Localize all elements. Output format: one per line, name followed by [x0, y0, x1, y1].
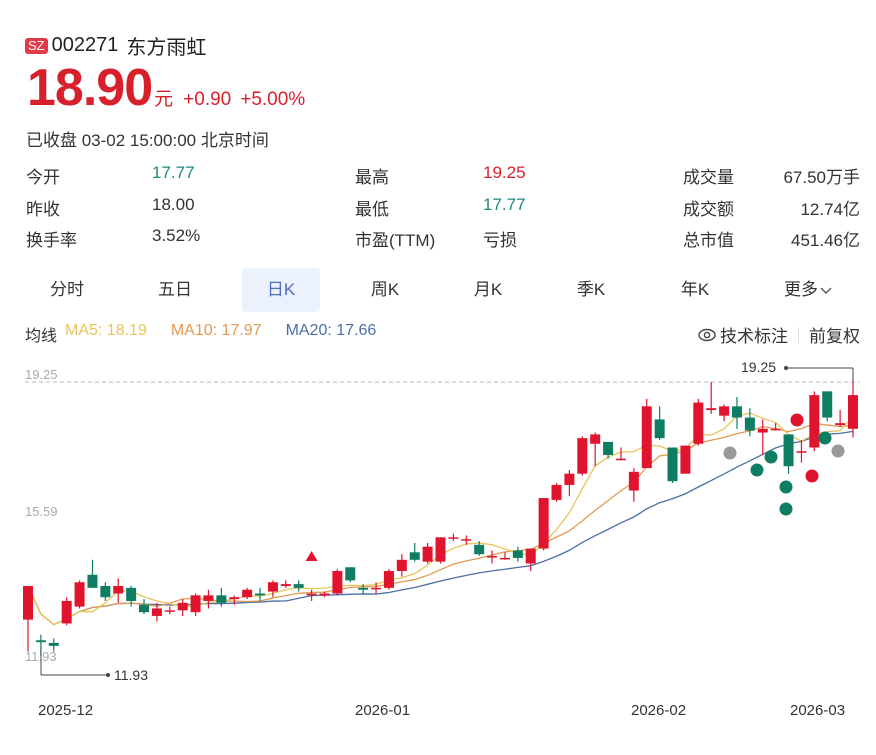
tab-1[interactable]: 五日: [136, 268, 214, 312]
stat-label: 昨收: [26, 200, 60, 219]
current-price: 18.90: [27, 59, 153, 117]
period-tabs: 分时 五日 日K 周K 月K 季K 年K 更多: [0, 268, 876, 312]
stat-label: 总市值: [683, 231, 734, 250]
stat-label: 成交量: [683, 168, 734, 187]
tab-label: 月K: [473, 280, 503, 299]
stock-name: 东方雨虹: [126, 37, 207, 59]
tab-label: 五日: [158, 280, 192, 299]
ma5-value: MA5: 18.19: [65, 322, 147, 339]
svg-text:19.25: 19.25: [741, 359, 776, 375]
tab-5[interactable]: 季K: [552, 268, 630, 312]
technical-annotation-toggle[interactable]: 技术标注: [720, 327, 788, 346]
stat-value: 67.50万手: [783, 168, 860, 187]
stat-label: 最高: [355, 168, 389, 187]
eye-icon[interactable]: [698, 328, 716, 342]
tab-2[interactable]: 日K: [242, 268, 320, 312]
svg-text:11.93: 11.93: [114, 667, 148, 683]
ma20-value: MA20: 17.66: [285, 322, 377, 339]
stat-label: 今开: [26, 168, 60, 187]
price-row: 18.90 元 +0.90 +5.00%: [27, 62, 305, 114]
tab-4[interactable]: 月K: [449, 268, 527, 312]
stat-value: 451.46亿: [791, 231, 860, 250]
stock-title: SZ 002271 东方雨虹: [25, 31, 206, 60]
tab-label: 日K: [266, 280, 296, 299]
market-status: 已收盘 03-02 15:00:00 北京时间: [26, 131, 269, 150]
price-change: +0.90: [183, 89, 232, 110]
tab-6[interactable]: 年K: [656, 268, 734, 312]
stat-label: 换手率: [26, 231, 77, 250]
chart-tools: 技术标注 前复权: [698, 322, 860, 347]
tab-label: 更多: [784, 280, 818, 299]
stat-value: 12.74亿: [800, 200, 860, 219]
stat-label: 最低: [355, 200, 389, 219]
tab-label: 周K: [370, 280, 400, 299]
svg-text:19.25: 19.25: [25, 367, 58, 382]
exchange-badge: SZ: [25, 37, 48, 54]
stat-value: 18.00: [152, 195, 195, 214]
tab-7[interactable]: 更多: [769, 268, 847, 312]
stat-value: 亏损: [483, 231, 517, 250]
tab-3[interactable]: 周K: [346, 268, 424, 312]
tab-0[interactable]: 分时: [28, 268, 106, 312]
ma-label: 均线: [25, 328, 58, 345]
x-tick-2026-01: 2026-01: [355, 702, 411, 719]
stat-label: 市盈(TTM): [355, 231, 436, 250]
price-unit: 元: [154, 88, 174, 110]
stat-label: 成交额: [683, 200, 734, 219]
stat-value: 17.77: [152, 163, 195, 182]
stock-code: 002271: [51, 34, 119, 56]
ma10-value: MA10: 17.97: [170, 322, 262, 339]
chevron-down-icon: [818, 280, 832, 299]
x-tick-2026-02: 2026-02: [631, 702, 687, 719]
price-change-pct: +5.00%: [240, 89, 306, 110]
divider: [798, 326, 799, 343]
x-tick-2026-03: 2026-03: [790, 702, 846, 719]
adjust-mode-button[interactable]: 前复权: [809, 327, 860, 346]
x-tick-2025-12: 2025-12: [38, 702, 94, 719]
svg-text:15.59: 15.59: [25, 504, 58, 519]
tab-label: 季K: [576, 280, 606, 299]
stat-value: 17.77: [483, 195, 526, 214]
tab-label: 年K: [680, 280, 710, 299]
stat-value: 19.25: [483, 163, 526, 182]
stat-value: 3.52%: [152, 226, 201, 245]
ma-legend: 均线 MA5: 18.19 MA10: 17.97 MA20: 17.66: [25, 322, 376, 346]
tab-label: 分时: [50, 280, 84, 299]
